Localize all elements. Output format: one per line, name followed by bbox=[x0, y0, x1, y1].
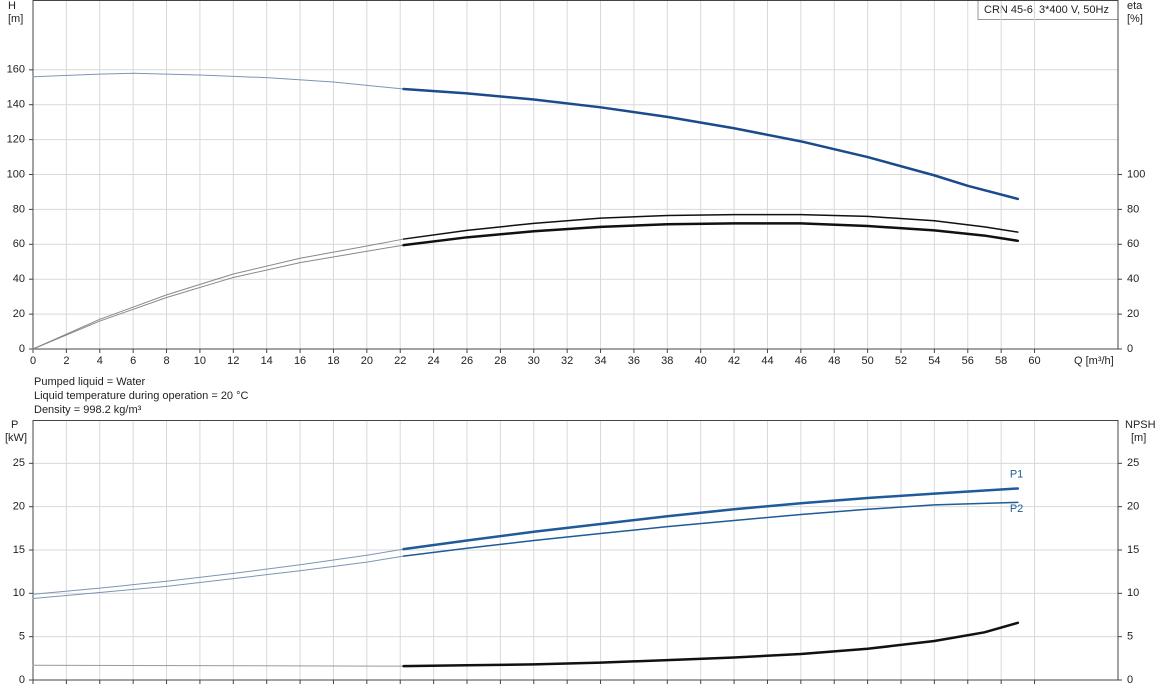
x-tick-label: 46 bbox=[795, 355, 807, 367]
x-tick-label: 52 bbox=[895, 355, 907, 367]
curve bbox=[402, 222, 1020, 247]
x-tick-label: 8 bbox=[163, 355, 169, 367]
y-tick-label: 40 bbox=[13, 273, 25, 285]
y2-tick-label: 25 bbox=[1127, 457, 1139, 469]
x-tick-label: 18 bbox=[327, 355, 339, 367]
x-tick-label: 60 bbox=[1028, 355, 1040, 367]
y2-tick-label: 40 bbox=[1127, 273, 1139, 285]
x-tick-label: 12 bbox=[227, 355, 239, 367]
y2-tick-label: 10 bbox=[1127, 587, 1139, 599]
x-tick-label: 26 bbox=[461, 355, 473, 367]
y2-tick-label: 20 bbox=[1127, 501, 1139, 513]
x-tick-label: 54 bbox=[928, 355, 940, 367]
series-label: P2 bbox=[1010, 503, 1023, 515]
y-tick-label: 80 bbox=[13, 203, 25, 215]
y-tick-label: 10 bbox=[13, 587, 25, 599]
y-label: P bbox=[11, 419, 18, 431]
model: CRN 45-6, 3*400 V, 50Hz bbox=[984, 4, 1109, 16]
x-tick-label: 36 bbox=[628, 355, 640, 367]
y-label: H bbox=[8, 0, 16, 12]
y2-tick-label: 15 bbox=[1127, 544, 1139, 556]
y-tick-label: 0 bbox=[19, 674, 25, 686]
x-tick-label: 30 bbox=[528, 355, 540, 367]
x-tick-label: 6 bbox=[130, 355, 136, 367]
x-label: Q [m³/h] bbox=[1074, 355, 1114, 367]
y-tick-label: 15 bbox=[13, 544, 25, 556]
curve bbox=[32, 555, 405, 600]
x-tick-label: 20 bbox=[361, 355, 373, 367]
curve bbox=[402, 621, 1020, 668]
x-tick-label: 14 bbox=[261, 355, 273, 367]
x-tick-label: 48 bbox=[828, 355, 840, 367]
y2-tick-label: 60 bbox=[1127, 238, 1139, 250]
curve bbox=[402, 501, 1019, 557]
y2-tick-label: 100 bbox=[1127, 168, 1145, 180]
y2-unit: [m] bbox=[1131, 432, 1146, 444]
series-label: P1 bbox=[1010, 468, 1023, 480]
x-tick-label: 58 bbox=[995, 355, 1007, 367]
y2-label: NPSH bbox=[1125, 419, 1156, 431]
y-tick-label: 120 bbox=[7, 134, 25, 146]
curve bbox=[32, 72, 405, 90]
x-tick-label: 32 bbox=[561, 355, 573, 367]
y-tick-label: 5 bbox=[19, 631, 25, 643]
y-tick-label: 100 bbox=[7, 168, 25, 180]
note: Density = 998.2 kg/m³ bbox=[34, 404, 142, 416]
curve bbox=[32, 244, 405, 350]
y-unit: [kW] bbox=[5, 432, 27, 444]
x-tick-label: 0 bbox=[30, 355, 36, 367]
y2-tick-label: 0 bbox=[1127, 343, 1133, 355]
curve bbox=[32, 548, 405, 595]
x-tick-label: 10 bbox=[194, 355, 206, 367]
x-tick-label: 56 bbox=[962, 355, 974, 367]
x-tick-label: 24 bbox=[427, 355, 439, 367]
y-unit: [m] bbox=[8, 13, 23, 25]
x-tick-label: 22 bbox=[394, 355, 406, 367]
curve bbox=[402, 487, 1020, 551]
y2-tick-label: 80 bbox=[1127, 203, 1139, 215]
x-tick-label: 42 bbox=[728, 355, 740, 367]
y2-label: eta bbox=[1127, 0, 1143, 12]
x-tick-label: 38 bbox=[661, 355, 673, 367]
y-tick-label: 60 bbox=[13, 238, 25, 250]
y-tick-label: 160 bbox=[7, 64, 25, 76]
curve bbox=[402, 87, 1020, 201]
x-tick-label: 28 bbox=[494, 355, 506, 367]
x-tick-label: 40 bbox=[695, 355, 707, 367]
x-tick-label: 34 bbox=[594, 355, 606, 367]
y2-unit: [%] bbox=[1127, 13, 1143, 25]
x-tick-label: 16 bbox=[294, 355, 306, 367]
x-tick-label: 44 bbox=[761, 355, 773, 367]
curve bbox=[32, 238, 405, 350]
note: Pumped liquid = Water bbox=[34, 376, 146, 388]
x-tick-label: 2 bbox=[63, 355, 69, 367]
x-tick-label: 50 bbox=[861, 355, 873, 367]
y-tick-label: 20 bbox=[13, 501, 25, 513]
y-tick-label: 0 bbox=[19, 343, 25, 355]
y-tick-label: 25 bbox=[13, 457, 25, 469]
y2-tick-label: 0 bbox=[1127, 674, 1133, 686]
x-tick-label: 4 bbox=[97, 355, 103, 367]
y-tick-label: 20 bbox=[13, 308, 25, 320]
curve bbox=[402, 213, 1019, 240]
y2-tick-label: 5 bbox=[1127, 631, 1133, 643]
note: Liquid temperature during operation = 20… bbox=[34, 390, 249, 402]
y2-tick-label: 20 bbox=[1127, 308, 1139, 320]
curve bbox=[32, 664, 405, 667]
y-tick-label: 140 bbox=[7, 99, 25, 111]
